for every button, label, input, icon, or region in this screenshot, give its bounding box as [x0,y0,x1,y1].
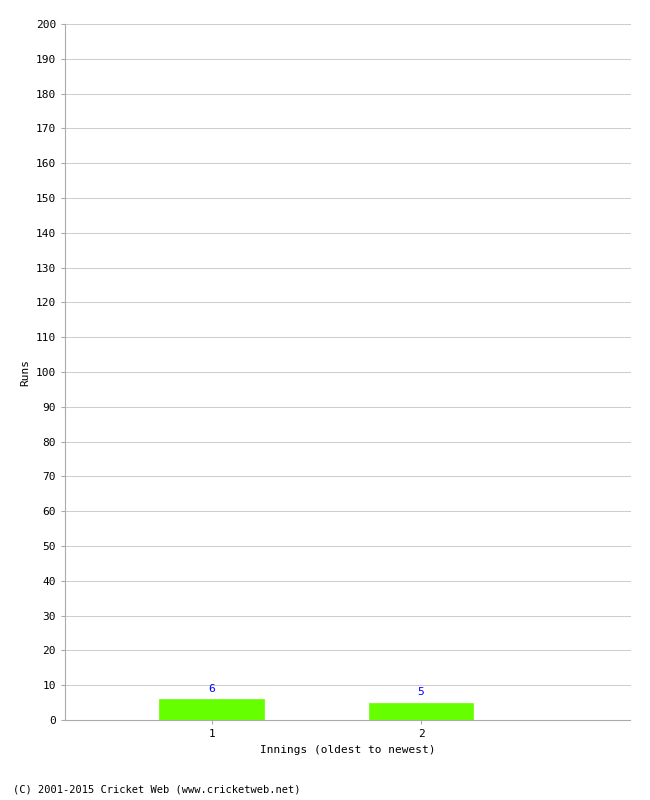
Y-axis label: Runs: Runs [20,358,30,386]
X-axis label: Innings (oldest to newest): Innings (oldest to newest) [260,745,436,754]
Bar [159,699,264,720]
Text: 5: 5 [418,687,424,698]
Text: (C) 2001-2015 Cricket Web (www.cricketweb.net): (C) 2001-2015 Cricket Web (www.cricketwe… [13,784,300,794]
Bar [369,702,473,720]
Text: 6: 6 [208,684,215,694]
